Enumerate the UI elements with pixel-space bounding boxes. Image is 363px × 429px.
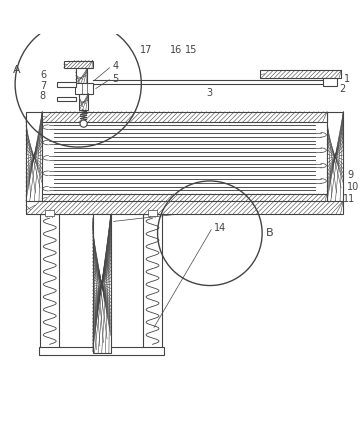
- Bar: [75, 83, 93, 94]
- Bar: [40, 214, 59, 348]
- Bar: [143, 214, 162, 348]
- Text: 11: 11: [343, 194, 355, 204]
- Text: 9: 9: [347, 170, 353, 180]
- Bar: [93, 214, 111, 353]
- Circle shape: [80, 120, 87, 127]
- Text: 13: 13: [224, 205, 236, 215]
- Text: 15: 15: [185, 45, 198, 55]
- Text: 2: 2: [340, 84, 346, 94]
- Text: 7: 7: [40, 81, 46, 91]
- Text: 12: 12: [242, 196, 254, 206]
- Text: 3: 3: [206, 88, 212, 98]
- Text: 6: 6: [40, 69, 46, 80]
- Bar: [26, 201, 343, 214]
- Bar: [42, 112, 327, 122]
- Bar: [57, 97, 77, 101]
- Text: 8: 8: [39, 91, 45, 101]
- Bar: [79, 94, 88, 110]
- Text: B: B: [266, 227, 273, 238]
- Bar: [64, 60, 93, 69]
- Bar: [45, 210, 54, 216]
- Bar: [76, 69, 87, 87]
- Bar: [26, 112, 42, 202]
- Text: A: A: [13, 65, 21, 75]
- Text: 17: 17: [139, 45, 152, 55]
- Bar: [148, 210, 157, 216]
- Bar: [323, 78, 337, 87]
- Bar: [260, 70, 342, 78]
- Bar: [42, 194, 327, 202]
- Bar: [327, 112, 343, 202]
- Text: 16: 16: [170, 45, 183, 55]
- Text: 1: 1: [344, 74, 350, 84]
- Text: 4: 4: [113, 61, 119, 71]
- Text: 5: 5: [113, 74, 119, 84]
- Bar: [57, 82, 77, 87]
- Text: 10: 10: [347, 182, 359, 192]
- Bar: [38, 347, 164, 355]
- Text: 14: 14: [213, 223, 226, 233]
